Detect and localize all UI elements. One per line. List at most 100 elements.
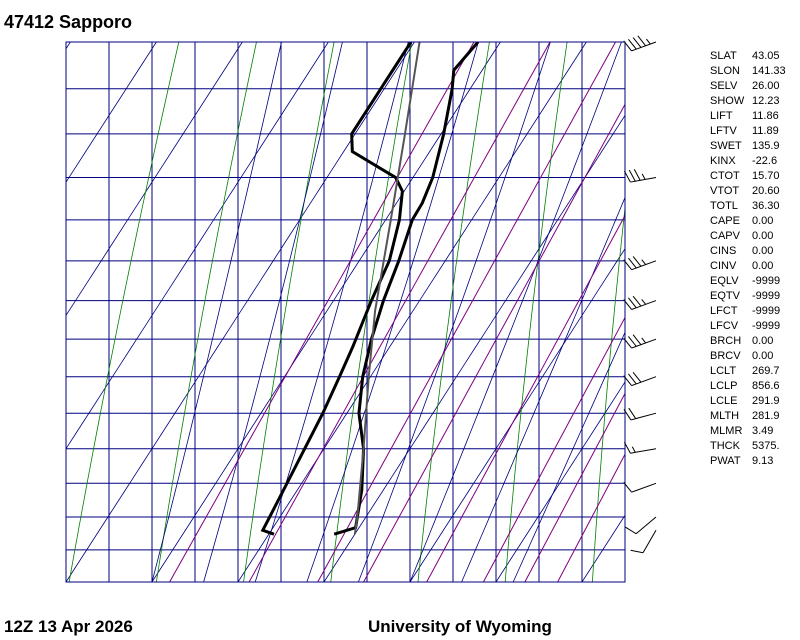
wind-barb-flag <box>632 295 642 307</box>
index-row: EQLV -9999 <box>710 275 780 287</box>
index-key: CAPV <box>710 230 740 242</box>
index-value: 135.9 <box>752 140 780 152</box>
index-row: LCLT 269.7 <box>710 365 780 377</box>
index-value: 0.00 <box>752 260 774 272</box>
moist-adiabat <box>151 42 282 582</box>
wind-barb-staff <box>630 412 657 421</box>
index-key: KINX <box>710 155 736 167</box>
thermo-background <box>66 42 625 582</box>
wind-barb-half-flag <box>631 446 636 453</box>
index-key: SLAT <box>710 50 737 62</box>
wind-barb-flag <box>623 481 632 493</box>
wind-barb-flag <box>633 168 641 181</box>
wind-barb-flag <box>628 407 637 419</box>
wind-barb-flag <box>637 35 647 47</box>
wind-barb-half-flag <box>641 173 646 180</box>
index-row: SLON 141.33 <box>710 65 786 77</box>
index-key: LCLT <box>710 365 737 377</box>
index-value: 11.89 <box>752 125 779 137</box>
index-key: THCK <box>710 440 740 452</box>
wind-barb-staff <box>631 260 657 271</box>
index-key: CAPE <box>710 215 740 227</box>
index-key: EQLV <box>710 275 739 287</box>
index-key: LFCT <box>710 305 738 317</box>
wind-barb-half-flag <box>641 337 647 344</box>
wind-barb-flag <box>623 441 631 454</box>
wind-barb-staff <box>631 338 657 349</box>
dry-adiabat <box>417 42 490 582</box>
wind-barb-flag <box>632 334 642 345</box>
index-value: 0.00 <box>752 215 774 227</box>
wind-barb-staff <box>631 376 657 387</box>
index-key: TOTL <box>710 200 738 212</box>
moist-adiabat <box>409 42 622 582</box>
moist-adiabat <box>254 42 409 582</box>
wind-barb-flag <box>628 373 637 385</box>
index-row: MLMR 3.49 <box>710 425 773 437</box>
wind-barb-flag <box>623 375 632 386</box>
index-key: CINV <box>710 260 737 272</box>
index-value: 3.49 <box>752 425 774 437</box>
chart-title: 47412 Sapporo <box>4 12 133 32</box>
wind-barb-flag <box>632 371 642 383</box>
wind-barb-flag <box>623 170 631 183</box>
dry-adiabat <box>155 42 257 582</box>
index-row: SELV 26.00 <box>710 80 780 92</box>
wind-barb-flag <box>628 336 637 347</box>
wind-barb-flag <box>623 337 632 349</box>
wind-barb-flag <box>623 40 632 52</box>
index-value: 20.60 <box>752 185 780 197</box>
wind-barb-flag <box>632 37 642 48</box>
isobar-grid <box>65 41 626 583</box>
wind-barb-half-flag <box>641 299 647 305</box>
wind-barb-flag <box>623 259 632 271</box>
index-value: 0.00 <box>752 230 774 242</box>
wind-barb-staff <box>635 516 657 535</box>
wind-barb-staff <box>642 530 657 554</box>
index-key: SLON <box>710 65 740 77</box>
mixing-ratio-line <box>426 214 625 582</box>
wind-barb-flag <box>623 409 632 421</box>
wind-barb-flag <box>625 526 637 535</box>
wind-barb-half-flag <box>646 38 651 45</box>
mixing-ratio-line <box>482 316 625 582</box>
wind-barbs <box>623 35 657 554</box>
index-key: SELV <box>710 80 738 92</box>
index-value: -22.6 <box>752 155 778 167</box>
index-row: THCK 5375. <box>710 440 780 452</box>
index-key: LFTV <box>710 125 737 137</box>
index-value: 43.05 <box>752 50 780 62</box>
skewed-isotherm <box>66 42 71 50</box>
index-value: 36.30 <box>752 200 780 212</box>
index-row: SLAT 43.05 <box>710 50 780 62</box>
index-value: 15.70 <box>752 170 780 182</box>
index-row: CINV 0.00 <box>710 260 773 272</box>
moist-adiabat <box>358 42 551 582</box>
index-row: CAPE 0.00 <box>710 215 773 227</box>
index-key: LIFT <box>710 110 733 122</box>
footer-time: 12Z 13 Apr 2026 <box>4 617 133 636</box>
index-row: LFCV -9999 <box>710 320 780 332</box>
index-row: SHOW 12.23 <box>710 95 780 107</box>
index-row: EQTV -9999 <box>710 290 780 302</box>
skewed-isotherm <box>495 381 625 582</box>
index-row: LIFT 11.86 <box>710 110 779 122</box>
index-value: -9999 <box>752 290 781 302</box>
wind-barb-staff <box>631 41 657 52</box>
index-row: KINX -22.6 <box>710 155 777 167</box>
index-key: LCLP <box>710 380 738 392</box>
index-row: TOTL 36.30 <box>710 200 780 212</box>
mixing-ratio-line <box>169 42 475 582</box>
index-value: 856.6 <box>752 380 780 392</box>
plot-frame <box>65 41 626 583</box>
index-key: BRCH <box>710 335 742 347</box>
index-row: CINS 0.00 <box>710 245 773 257</box>
mixing-ratio-line <box>524 392 625 582</box>
index-key: MLMR <box>710 425 743 437</box>
wind-barb-flag <box>628 257 637 269</box>
index-row: LCLP 856.6 <box>710 380 780 392</box>
index-row: LFTV 11.89 <box>710 125 779 137</box>
index-key: BRCV <box>710 350 741 362</box>
index-key: CINS <box>710 245 737 257</box>
